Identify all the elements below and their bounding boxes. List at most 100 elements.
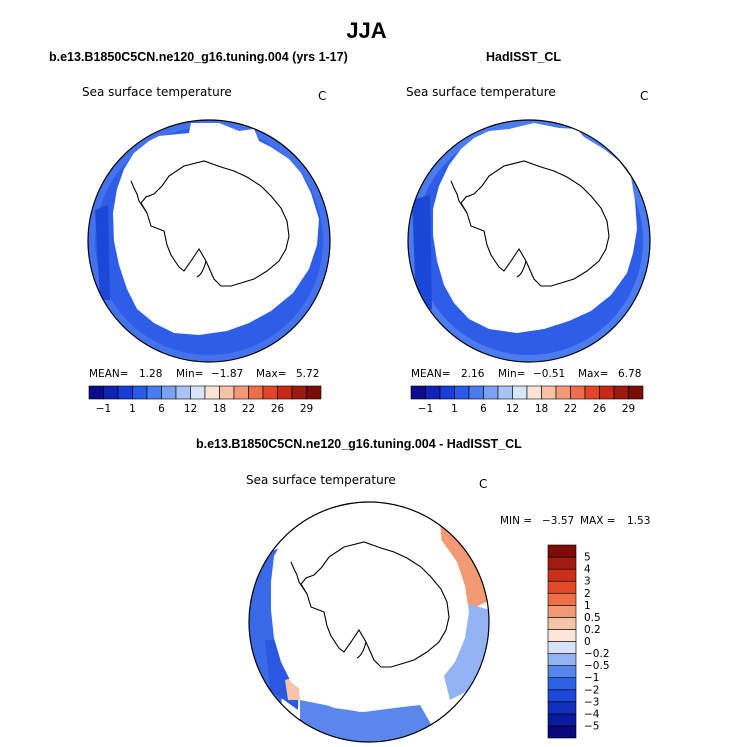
colorbar-1-label-6: 26 <box>271 403 285 415</box>
mean-value-1: 1.28 <box>139 368 163 380</box>
colorbar-1-box-0 <box>88 385 104 400</box>
colorbar-3-label-3: −2 <box>584 684 599 696</box>
colorbar-3-box-7 <box>547 641 577 654</box>
colorbar-2-label-1: 1 <box>451 403 458 415</box>
colorbar-2-box-8 <box>526 385 542 400</box>
map-border-obs <box>407 119 651 363</box>
mean-label-1: MEAN= <box>89 368 129 380</box>
panel-title-model: b.e13.B1850C5CN.ne120_g16.tuning.004 (yr… <box>49 50 348 64</box>
max-value-1: 5.72 <box>296 368 320 380</box>
colorbar-3-box-3 <box>547 689 577 703</box>
colorbar-1-label-1: 1 <box>129 403 136 415</box>
panel-title-obs: HadISST_CL <box>486 50 562 64</box>
plot-units-label-3: C <box>479 477 488 491</box>
colorbar-1-label-4: 18 <box>213 403 226 415</box>
mean-label-2: MEAN= <box>411 368 451 380</box>
max-label-3: MAX = <box>580 515 616 527</box>
colorbar-1-label-2: 6 <box>158 403 165 415</box>
plot-variable-label-2: Sea surface temperature <box>406 85 556 99</box>
colorbar-1-box-7 <box>190 385 206 400</box>
colorbar-3-box-0 <box>547 725 577 739</box>
plot-variable-label-1: Sea surface temperature <box>82 85 232 99</box>
colorbar-1-box-6 <box>175 385 191 400</box>
colorbar-2-box-2 <box>439 385 455 400</box>
map-panel-diff <box>248 501 490 743</box>
colorbar-1-box-3 <box>132 385 148 400</box>
colorbar-2-box-1 <box>425 385 441 400</box>
panel-title-diff: b.e13.B1850C5CN.ne120_g16.tuning.004 - H… <box>196 437 522 451</box>
sst-cold-patch-model <box>95 205 110 300</box>
colorbar-model: −1 1 6 12 18 22 26 29 <box>88 385 322 415</box>
colorbar-3-box-11 <box>547 592 577 606</box>
colorbar-2-label-7: 29 <box>622 403 635 415</box>
plot-units-label-1: C <box>318 89 327 103</box>
colorbar-2-box-7 <box>512 385 528 400</box>
colorbar-3-box-15 <box>547 544 577 558</box>
colorbar-3-box-2 <box>547 701 577 715</box>
max-label-2: Max= <box>578 368 609 380</box>
colorbar-3-box-6 <box>547 653 577 666</box>
colorbar-3-box-9 <box>547 617 577 630</box>
colorbar-3-label-2: −3 <box>584 696 599 708</box>
max-value-2: 6.78 <box>618 368 642 380</box>
sst-cold-patch-obs <box>412 195 432 310</box>
colorbar-2-box-11 <box>570 385 586 400</box>
colorbar-2-box-0 <box>410 385 426 400</box>
map-border-model <box>87 119 331 363</box>
min-value-3: −3.57 <box>542 515 575 527</box>
colorbar-1-box-11 <box>248 385 264 400</box>
figure-title: JJA <box>346 18 387 43</box>
mean-value-2: 2.16 <box>461 368 485 380</box>
colorbar-3-label-11: 2 <box>584 588 591 600</box>
colorbar-3-label-6: −0.2 <box>584 648 610 660</box>
colorbar-3-box-14 <box>547 556 577 570</box>
colorbar-3-label-13: 4 <box>584 564 591 576</box>
colorbar-2-label-5: 22 <box>564 403 577 415</box>
colorbar-1-label-0: −1 <box>96 403 111 415</box>
colorbar-2-box-15 <box>628 385 644 400</box>
colorbar-3-label-0: −5 <box>584 720 599 732</box>
max-label-1: Max= <box>256 368 287 380</box>
colorbar-3-label-5: −0.5 <box>584 660 610 672</box>
min-value-1: −1.87 <box>211 368 244 380</box>
colorbar-2-label-6: 26 <box>593 403 607 415</box>
colorbar-1-box-2 <box>117 385 133 400</box>
colorbar-obs: −1 1 6 12 18 22 26 29 <box>410 385 644 415</box>
colorbar-1-label-3: 12 <box>184 403 197 415</box>
colorbar-3-label-8: 0.2 <box>584 624 601 636</box>
colorbar-1-box-14 <box>291 385 307 400</box>
colorbar-1-box-13 <box>277 385 293 400</box>
diff-negative-south <box>300 700 440 742</box>
plot-units-label-2: C <box>640 89 649 103</box>
colorbar-2-box-4 <box>468 385 484 400</box>
plot-variable-label-3: Sea surface temperature <box>246 473 396 487</box>
colorbar-3-box-13 <box>547 568 577 582</box>
colorbar-2-box-9 <box>541 385 557 400</box>
colorbar-1-box-8 <box>204 385 220 400</box>
max-value-3: 1.53 <box>627 515 651 527</box>
colorbar-2-box-12 <box>584 385 600 400</box>
colorbar-3-label-14: 5 <box>584 552 591 564</box>
colorbar-2-box-10 <box>555 385 571 400</box>
colorbar-1-box-9 <box>219 385 235 400</box>
colorbar-1-label-5: 22 <box>242 403 255 415</box>
colorbar-3-box-10 <box>547 605 577 618</box>
map-panel-model <box>87 119 331 363</box>
map-border-diff <box>248 501 490 743</box>
colorbar-1-box-10 <box>233 385 249 400</box>
min-value-2: −0.51 <box>533 368 566 380</box>
colorbar-3-box-1 <box>547 713 577 727</box>
colorbar-3-label-4: −1 <box>584 672 599 684</box>
colorbar-2-box-6 <box>497 385 513 400</box>
colorbar-2-label-3: 12 <box>506 403 519 415</box>
colorbar-3-label-7: 0 <box>584 636 591 648</box>
colorbar-2-box-5 <box>483 385 499 400</box>
colorbar-3-label-10: 1 <box>584 600 591 612</box>
colorbar-3-box-5 <box>547 665 577 678</box>
colorbar-2-label-0: −1 <box>418 403 433 415</box>
colorbar-1-box-4 <box>146 385 162 400</box>
colorbar-3-box-8 <box>547 629 577 642</box>
colorbar-3-box-4 <box>547 677 577 691</box>
